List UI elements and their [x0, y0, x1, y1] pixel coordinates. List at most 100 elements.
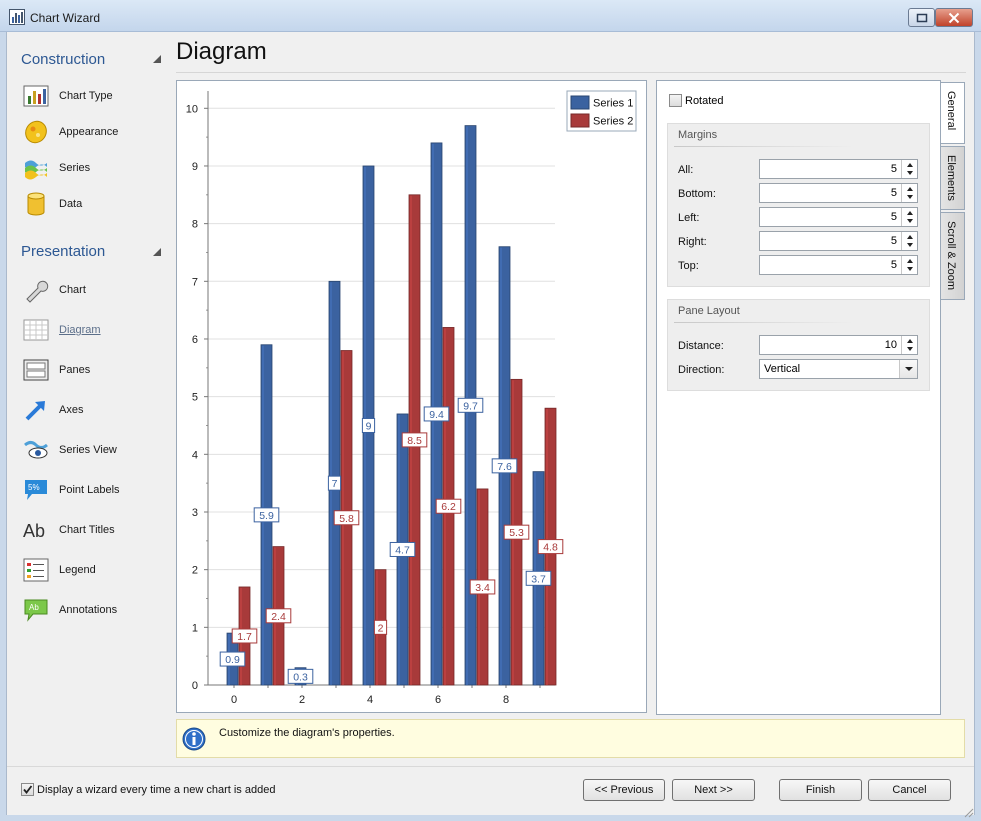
finish-button[interactable]: Finish	[779, 779, 862, 801]
dropdown-arrow[interactable]	[899, 360, 917, 378]
margin-bottom-label: Bottom:	[678, 188, 716, 200]
margin-left-spinner[interactable]: 5	[759, 207, 918, 227]
group-divider	[674, 322, 854, 323]
point-label: 5.8	[339, 513, 354, 525]
point-label: 2	[378, 622, 384, 634]
point-label-box	[503, 524, 530, 540]
nav-item-label: Point Labels	[59, 484, 120, 496]
point-label-box	[401, 432, 428, 448]
tab-label: Scroll & Zoom	[945, 221, 957, 291]
nav-item-label: Chart	[59, 284, 86, 296]
tab-scroll-zoom[interactable]: Scroll & Zoom	[941, 212, 965, 300]
tab-label: Elements	[945, 155, 957, 201]
point-label-box	[219, 651, 246, 667]
nav-item-label: Panes	[59, 364, 91, 376]
point-label: 5.3	[509, 527, 524, 539]
nav-item-annotations[interactable]: Ab Annotations	[23, 595, 168, 625]
panes-icon	[23, 359, 49, 381]
point-label: 0.3	[293, 671, 308, 683]
show-wizard-checkbox[interactable]	[21, 783, 34, 796]
nav-group-construction[interactable]: Construction	[21, 51, 106, 68]
nav-item-point-labels[interactable]: 5% Point Labels	[23, 475, 168, 505]
spin-arrows-icon	[907, 259, 913, 271]
point-label: 9.4	[429, 409, 444, 421]
collapse-arrow-icon[interactable]	[153, 55, 161, 63]
nav-item-appearance[interactable]: Appearance	[23, 117, 168, 147]
wrench-icon	[26, 280, 49, 303]
point-label: 9	[366, 420, 372, 432]
previous-button[interactable]: << Previous	[583, 779, 665, 801]
point-label: 0.9	[225, 654, 240, 666]
y-tick-label: 6	[192, 334, 198, 346]
nav-item-chart-type[interactable]: Chart Type	[23, 81, 168, 111]
distance-spinner[interactable]: 10	[759, 335, 918, 355]
next-button[interactable]: Next >>	[672, 779, 755, 801]
spinner-arrows[interactable]	[901, 336, 917, 354]
wizard-navigation: Construction Chart Type Appearance Serie…	[7, 33, 167, 766]
nav-item-series[interactable]: Series	[23, 153, 168, 183]
point-label: 5.9	[259, 510, 274, 522]
series-layers-icon	[25, 160, 47, 180]
margin-top-spinner[interactable]: 5	[759, 255, 918, 275]
spin-arrows-icon	[907, 163, 913, 175]
spin-arrows-icon	[907, 211, 913, 223]
direction-label: Direction:	[678, 364, 725, 376]
chart-titles-ab-icon: Ab	[23, 521, 45, 541]
spinner-value: 10	[884, 339, 897, 351]
chart-wizard-icon	[9, 9, 25, 25]
legend-icon	[23, 558, 49, 582]
legend-swatch	[570, 95, 590, 110]
nav-item-label: Annotations	[59, 604, 118, 616]
nav-group-presentation[interactable]: Presentation	[21, 243, 106, 260]
spinner-arrows[interactable]	[901, 160, 917, 178]
margin-right-spinner[interactable]: 5	[759, 231, 918, 251]
nav-item-axes[interactable]: Axes	[23, 395, 168, 425]
margin-top-label: Top:	[678, 260, 699, 272]
point-label-box	[537, 539, 564, 555]
rotated-checkbox[interactable]	[669, 94, 682, 107]
chart-preview[interactable]: 0 1 2 3 4 5 6 7 8 9 10 0 2 4 6 8 0.9 5.9 0.3 7 9 4.7 9.4 9.7 7.6…	[176, 80, 647, 713]
appearance-palette-icon	[25, 120, 47, 144]
spinner-arrows[interactable]	[901, 256, 917, 274]
tab-general[interactable]: General	[941, 82, 965, 144]
x-tick-label: 8	[503, 694, 509, 706]
properties-panel: Rotated Margins All: 5 Bottom: 5 Left: 5…	[656, 80, 941, 715]
nav-item-legend[interactable]: Legend	[23, 555, 168, 585]
direction-dropdown[interactable]: Vertical	[759, 359, 918, 379]
margin-bottom-spinner[interactable]: 5	[759, 183, 918, 203]
footer-divider	[7, 766, 974, 767]
chevron-down-icon	[905, 367, 913, 371]
restore-button[interactable]	[908, 8, 935, 27]
spinner-arrows[interactable]	[901, 208, 917, 226]
cancel-button[interactable]: Cancel	[868, 779, 951, 801]
resize-grip-icon[interactable]	[962, 806, 974, 818]
point-label: 7.6	[497, 461, 512, 473]
nav-item-diagram[interactable]: Diagram	[23, 315, 168, 345]
show-wizard-label: Display a wizard every time a new chart …	[37, 784, 276, 796]
nav-item-chart-titles[interactable]: Ab Chart Titles	[23, 515, 168, 545]
tab-label: General	[945, 91, 957, 131]
collapse-arrow-icon[interactable]	[153, 248, 161, 256]
point-label-box	[389, 541, 416, 557]
nav-item-chart[interactable]: Chart	[23, 275, 168, 305]
point-label-box	[373, 619, 388, 635]
margin-right-label: Right:	[678, 236, 707, 248]
nav-item-panes[interactable]: Panes	[23, 355, 168, 385]
point-label: 3.4	[475, 582, 490, 594]
nav-item-series-view[interactable]: Series View	[23, 435, 168, 465]
margin-all-spinner[interactable]: 5	[759, 159, 918, 179]
point-label-box	[469, 579, 496, 595]
spinner-arrows[interactable]	[901, 232, 917, 250]
nav-item-data[interactable]: Data	[23, 189, 168, 219]
y-tick-label: 2	[192, 565, 198, 577]
spinner-value: 5	[890, 211, 897, 223]
point-label: 4.8	[543, 542, 558, 554]
nav-item-label: Axes	[59, 404, 84, 416]
point-label: 4.7	[395, 544, 410, 556]
y-tick-label: 0	[192, 680, 198, 692]
tab-elements[interactable]: Elements	[941, 146, 965, 210]
close-icon	[948, 12, 960, 23]
point-label-box	[327, 475, 342, 491]
close-button[interactable]	[935, 8, 973, 27]
spinner-arrows[interactable]	[901, 184, 917, 202]
